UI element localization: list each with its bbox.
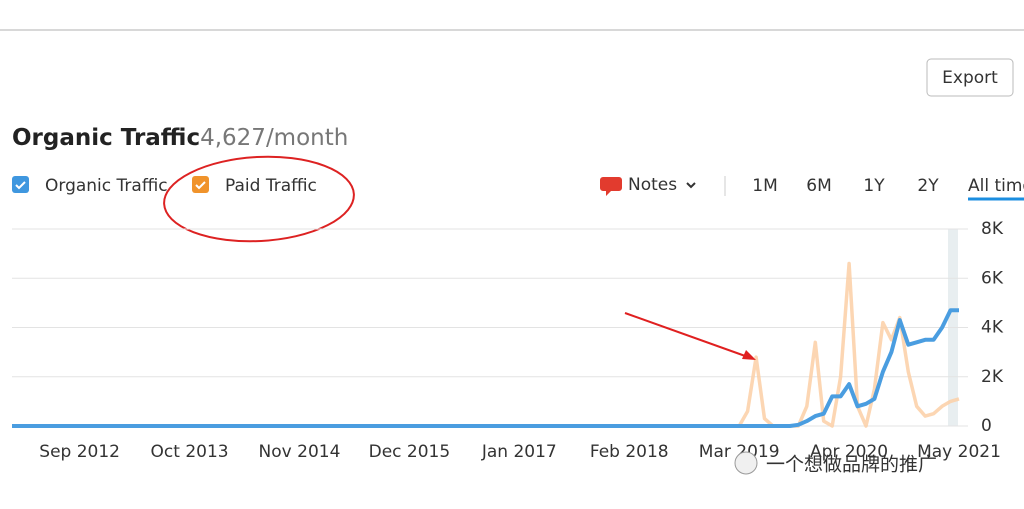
chart-subtitle: 4,627/month <box>200 125 348 151</box>
check <box>195 181 206 190</box>
watermark-icon <box>734 451 758 475</box>
button-label: Export <box>942 68 998 88</box>
legend: Organic Traffic Paid Traffic <box>12 176 317 196</box>
annotation-ellipse <box>163 155 355 243</box>
range-button[interactable]: 1Y <box>863 176 885 196</box>
y-tick-label: 0 <box>981 416 992 436</box>
x-tick-label: Sep 2012 <box>39 442 120 462</box>
legend-label: Paid Traffic <box>225 176 317 196</box>
range-button[interactable]: 2Y <box>917 176 939 196</box>
x-tick-label: Dec 2015 <box>369 442 451 462</box>
chevron <box>686 182 696 189</box>
y-tick-label: 8K <box>981 219 1004 239</box>
series-line <box>12 261 960 428</box>
range-buttons: 1M 6M 1Y 2Y All time <box>752 176 1024 196</box>
y-tick-label: 4K <box>981 318 1004 338</box>
legend-label: Organic Traffic <box>45 176 168 196</box>
legend-item[interactable]: Organic Traffic <box>12 176 168 196</box>
watermark: 一个想做品牌的推广 <box>766 454 937 476</box>
plot: 0 2K 4K 6K 8K Sep 2012 Oct 2013 Nov 2014 Dec 201… <box>12 219 1004 462</box>
range-button[interactable]: 1M <box>752 176 777 196</box>
range-button[interactable]: 6M <box>806 176 831 196</box>
notes-icon <box>600 177 622 196</box>
x-tick-label: May 2021 <box>917 442 1001 462</box>
x-tick-label: Apr 2020 <box>810 442 888 462</box>
y-tick-label: 6K <box>981 268 1004 288</box>
arrow-head <box>742 350 756 360</box>
annotation-arrow <box>624 312 749 358</box>
title-line: Organic Traffic4,627/month <box>12 125 348 151</box>
x-tick-label: Oct 2013 <box>151 442 229 462</box>
button-box <box>926 58 1014 97</box>
notes-button[interactable]: Notes <box>600 175 696 196</box>
x-tick-label: Nov 2014 <box>259 442 341 462</box>
checkbox <box>12 176 29 193</box>
chart-title: Organic Traffic <box>12 125 200 151</box>
export-button[interactable]: Export <box>926 58 1014 97</box>
legend-item[interactable]: Paid Traffic <box>192 176 317 196</box>
check <box>15 181 26 190</box>
x-tick-label: Mar 2019 <box>699 442 780 462</box>
notes-label: Notes <box>628 175 677 195</box>
series-line <box>12 308 959 428</box>
range-button[interactable]: All time <box>968 176 1024 196</box>
x-tick-label: Jan 2017 <box>481 442 557 462</box>
y-tick-label: 2K <box>981 367 1004 387</box>
checkbox <box>192 176 209 193</box>
x-tick-label: Feb 2018 <box>590 442 669 462</box>
